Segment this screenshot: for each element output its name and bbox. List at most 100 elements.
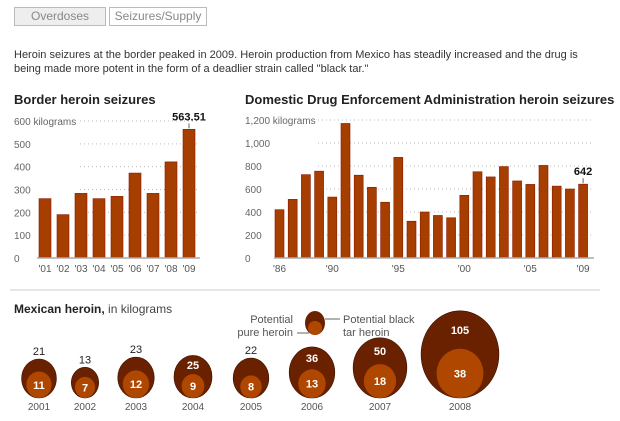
bar	[56, 214, 70, 259]
x-tick-label: '02	[56, 264, 69, 275]
x-tick-label: '01	[38, 264, 51, 275]
bar	[367, 186, 377, 259]
bar	[512, 180, 522, 259]
x-tick-label: '09	[577, 264, 590, 275]
y-tick-label: 300	[14, 186, 31, 197]
inner-bubble	[122, 370, 150, 398]
year-label: 2004	[182, 402, 205, 413]
bar	[419, 211, 430, 259]
outer-value-label: 50	[374, 346, 386, 358]
bar	[164, 161, 178, 259]
annotation-label: 642	[574, 166, 592, 178]
year-label: 2001	[28, 402, 51, 413]
bar	[538, 165, 549, 259]
x-tick-label: '03	[74, 264, 87, 275]
inner-bubble	[436, 348, 484, 398]
y-tick-label: 400	[245, 208, 262, 219]
bar	[146, 193, 160, 259]
legend-outer-label-1: Potential black	[343, 314, 415, 326]
inner-value-label: 18	[374, 376, 386, 388]
y-tick-label: 400	[14, 163, 31, 174]
inner-value-label: 8	[248, 382, 254, 394]
outer-value-label: 105	[451, 325, 469, 337]
x-tick-label: '90	[326, 264, 339, 275]
bar	[353, 174, 364, 259]
bar	[128, 172, 142, 259]
inner-value-label: 13	[306, 379, 318, 391]
bar	[340, 123, 351, 259]
bubble-title-bold: Mexican heroin,	[14, 302, 105, 316]
inner-bubble	[74, 376, 96, 398]
year-label: 2006	[301, 402, 324, 413]
x-tick-label: '05	[110, 264, 123, 275]
tab-seizures-supply[interactable]: Seizures/Supply	[109, 7, 207, 26]
bar	[92, 198, 106, 259]
outer-value-label: 22	[245, 345, 257, 357]
x-tick-label: '05	[524, 264, 537, 275]
inner-value-label: 7	[82, 382, 88, 394]
x-tick-label: '06	[128, 264, 141, 275]
bubble-subtitle: in kilograms	[108, 302, 173, 316]
bar	[525, 184, 536, 259]
y-tick-label: 200	[14, 208, 31, 219]
outer-value-label: 23	[130, 344, 142, 356]
annotation-label: 563.51	[172, 111, 206, 123]
x-tick-label: '86	[273, 264, 286, 275]
bar	[551, 185, 562, 259]
y-tick-label: 0	[14, 254, 20, 265]
inner-bubble	[181, 374, 205, 398]
year-label: 2007	[369, 402, 392, 413]
inner-bubble	[26, 371, 52, 398]
bar	[433, 215, 443, 259]
legend-outer-label-2: tar heroin	[343, 327, 389, 339]
y-tick-label: 1,000	[245, 139, 270, 150]
intro-text: Heroin seizures at the border peaked in …	[14, 49, 578, 75]
outer-value-label: 25	[187, 360, 199, 372]
bar	[274, 209, 285, 259]
bar	[578, 183, 588, 259]
inner-value-label: 12	[130, 379, 142, 391]
outer-value-label: 36	[306, 353, 318, 365]
bar	[459, 195, 470, 259]
bar	[110, 196, 124, 259]
bar	[38, 198, 52, 259]
tab-overdoses[interactable]: Overdoses	[14, 7, 106, 26]
y-tick-label: 600 kilograms	[14, 117, 76, 128]
inner-value-label: 11	[33, 380, 45, 392]
bar	[499, 166, 509, 259]
x-tick-label: '07	[146, 264, 159, 275]
y-tick-label: 100	[14, 231, 31, 242]
year-label: 2005	[240, 402, 263, 413]
x-tick-label: '08	[164, 264, 177, 275]
outer-value-label: 13	[79, 354, 91, 366]
year-label: 2008	[449, 402, 472, 413]
bar	[393, 157, 404, 259]
x-tick-label: '00	[458, 264, 471, 275]
year-label: 2002	[74, 402, 97, 413]
bar	[565, 188, 575, 259]
bar	[485, 176, 496, 259]
y-tick-label: 0	[245, 254, 251, 265]
x-tick-label: '95	[392, 264, 405, 275]
bubble-chart-title: Mexican heroin, in kilograms	[14, 302, 172, 316]
legend-inner-label-2: pure heroin	[237, 327, 293, 339]
y-tick-label: 800	[245, 162, 262, 173]
bar	[446, 217, 456, 259]
bar	[380, 201, 390, 259]
y-tick-label: 600	[245, 185, 262, 196]
bar	[301, 174, 311, 259]
bar	[314, 170, 324, 259]
inner-value-label: 9	[190, 381, 196, 393]
border-chart-title: Border heroin seizures	[14, 92, 156, 107]
y-tick-label: 500	[14, 140, 31, 151]
bar	[182, 129, 196, 259]
bar	[472, 171, 483, 259]
bar	[287, 199, 298, 259]
y-tick-label: 1,200 kilograms	[245, 116, 316, 127]
inner-bubble	[298, 369, 326, 399]
bar	[74, 193, 88, 259]
year-label: 2003	[125, 402, 148, 413]
outer-value-label: 21	[33, 346, 45, 358]
bar	[327, 196, 338, 259]
